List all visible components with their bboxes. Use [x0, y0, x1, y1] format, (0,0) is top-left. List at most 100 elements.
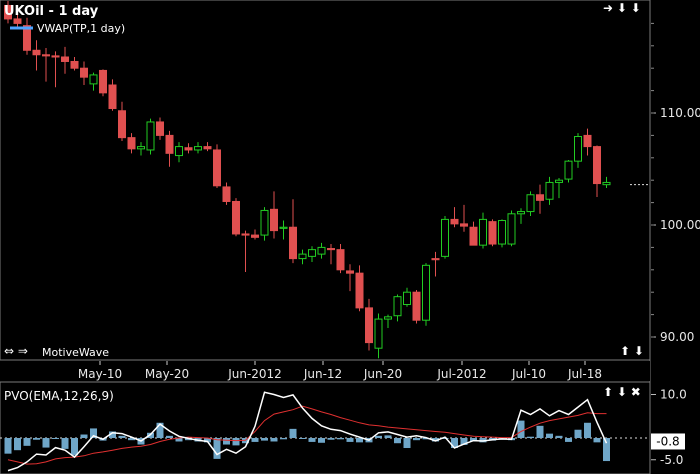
histogram-bar — [251, 438, 259, 442]
candle-down — [13, 18, 22, 24]
histogram-bar — [213, 438, 221, 459]
time-axis — [0, 361, 650, 381]
histogram-bar — [327, 438, 335, 440]
histogram-bar — [536, 425, 544, 438]
candle-up — [279, 226, 288, 229]
candle-up — [317, 246, 326, 255]
candle-up — [517, 211, 525, 215]
candle-down — [365, 307, 373, 344]
histogram-bar — [52, 438, 59, 439]
chart-title: UKOil - 1 day — [4, 4, 99, 19]
bottom-left-controls: ⇔ ⇒ — [4, 345, 28, 357]
brand-label: MotiveWave — [42, 346, 109, 359]
double-arrow-right-icon[interactable]: ⇒ — [17, 344, 28, 358]
candle-down — [232, 200, 240, 235]
candle-up — [441, 218, 449, 257]
histogram-bar — [346, 438, 354, 442]
pvo-signal-line — [7, 405, 607, 465]
histogram-bar — [394, 438, 401, 444]
arrow-up-icon[interactable]: ⬆ — [603, 385, 614, 399]
histogram-bar — [308, 438, 316, 442]
histogram-bar — [593, 438, 601, 443]
candle-up — [555, 179, 563, 183]
histogram-bar — [422, 438, 430, 440]
histogram-bar — [470, 438, 477, 442]
histogram-bar — [413, 438, 420, 441]
histogram-bar — [375, 435, 382, 438]
current-value-badge — [651, 433, 685, 450]
histogram-bar — [128, 438, 135, 441]
candle-down — [213, 149, 221, 187]
arrow-right-icon[interactable]: ➜ — [603, 1, 614, 15]
time-tick-label: Jul-10 — [511, 367, 546, 381]
arrow-down-icon[interactable]: ⬇ — [633, 344, 644, 358]
candle-down — [222, 186, 231, 202]
candle-down — [156, 121, 164, 136]
histogram-bar — [384, 435, 392, 438]
candle-down — [4, 4, 12, 20]
candle-up — [146, 121, 155, 151]
candle-down — [23, 25, 31, 51]
candle-up — [602, 181, 611, 186]
candle-down — [203, 146, 212, 150]
time-tick-label: Jun-12 — [303, 367, 342, 381]
histogram-bar — [14, 438, 21, 451]
histogram-bar — [546, 433, 553, 438]
histogram-bar — [527, 436, 534, 438]
time-tick-label: May-20 — [145, 367, 189, 381]
candle-down — [118, 110, 126, 139]
candle-down — [346, 270, 354, 274]
arrow-down-icon[interactable]: ⬇ — [616, 385, 627, 399]
candle-up — [403, 291, 411, 306]
candle-down — [127, 137, 136, 150]
histogram-bar — [118, 435, 126, 438]
candle-up — [384, 316, 392, 320]
candle-up — [393, 296, 402, 317]
histogram-bar — [204, 438, 211, 443]
candle-up — [545, 181, 554, 200]
candle-down — [355, 272, 364, 309]
candle-down — [450, 218, 459, 225]
histogram-bar — [403, 438, 411, 449]
candle-down — [593, 146, 601, 185]
candle-down — [431, 258, 440, 261]
histogram-bar — [337, 438, 344, 440]
histogram-bar — [479, 438, 487, 443]
candle-up — [564, 160, 573, 180]
arrow-up-icon[interactable]: ⬆ — [620, 344, 631, 358]
pvo-line — [7, 391, 608, 472]
double-arrow-left-right-icon[interactable]: ⇔ — [4, 344, 15, 358]
histogram-bar — [318, 438, 325, 443]
price-axis: 110.00 100.00 90.00 — [651, 22, 700, 344]
arrow-down-icon[interactable]: ⬇ — [616, 1, 627, 15]
histogram-bar — [109, 431, 116, 438]
histogram-bar — [356, 438, 363, 443]
histogram-bar — [175, 438, 183, 442]
candle-down — [412, 291, 421, 321]
histogram-bar — [61, 438, 69, 449]
histogram-bar — [460, 438, 468, 445]
candle-down — [460, 223, 468, 227]
time-tick-label: May-10 — [78, 367, 122, 381]
candle-up — [507, 213, 516, 245]
bottom-right-controls: ⬆ ⬇ — [620, 345, 644, 357]
candle-down — [270, 208, 278, 232]
arrow-down-icon[interactable]: ⬇ — [630, 1, 641, 15]
candle-down — [289, 226, 297, 260]
time-tick-label: Jul-18 — [567, 367, 602, 381]
histogram-bar — [432, 438, 439, 442]
histogram-bar — [603, 438, 610, 462]
histogram-bar — [90, 428, 97, 438]
close-icon[interactable]: ✖ — [630, 385, 641, 399]
histogram-bar — [574, 429, 582, 438]
histogram-bar — [517, 420, 525, 438]
candle-down — [251, 234, 259, 238]
candle-down — [32, 49, 41, 56]
price-tick-label: 100.00 — [660, 218, 700, 232]
histogram-bar — [261, 438, 268, 441]
histogram-bar — [584, 422, 591, 438]
candle-down — [51, 55, 60, 58]
histogram-bar — [42, 438, 50, 448]
current-value-label: -0.8 — [656, 434, 679, 448]
